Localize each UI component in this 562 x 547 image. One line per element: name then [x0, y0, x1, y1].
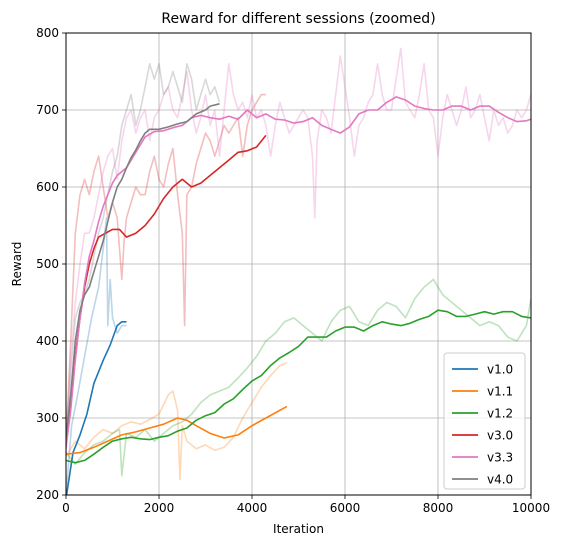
series-v1-2-raw-line [66, 278, 531, 477]
y-axis-label: Reward [10, 242, 24, 287]
legend-box [443, 352, 526, 490]
smoothed-series-lines [66, 96, 531, 495]
y-tick-label: 400 [36, 334, 59, 348]
y-tick-label: 200 [36, 488, 59, 502]
legend-label-v3-0: v3.0 [487, 429, 513, 443]
legend: v1.0 v1.1 v1.2 v3.0 v3.3 v4.0 [443, 352, 526, 490]
y-tick-label: 500 [36, 257, 59, 271]
x-tick-label: 4000 [237, 501, 268, 515]
series-v4-0-raw-line [66, 62, 221, 442]
legend-label-v1-2: v1.2 [487, 407, 513, 421]
series-v1-2-line [66, 309, 531, 464]
series-v1-1-raw-line [66, 361, 288, 481]
legend-label-v1-1: v1.1 [487, 385, 513, 399]
x-tick-label: 0 [62, 501, 70, 515]
legend-label-v1-0: v1.0 [487, 363, 513, 377]
series-v1-1-line [66, 405, 288, 455]
y-tick-label: 700 [36, 103, 59, 117]
series-v1-0-line [66, 320, 127, 495]
y-axis-ticks: 200 300 400 500 600 700 800 [36, 26, 66, 502]
x-axis-ticks: 0 2000 4000 6000 8000 10000 [62, 495, 550, 515]
series-v3-0-raw-line [66, 93, 266, 442]
series-v3-3-raw-line [66, 47, 531, 457]
y-tick-label: 800 [36, 26, 59, 40]
series-v4-0-line [66, 103, 220, 438]
x-tick-label: 10000 [512, 501, 550, 515]
x-axis-label: Iteration [273, 522, 324, 536]
series-v3-0-line [66, 134, 267, 445]
x-tick-label: 8000 [423, 501, 454, 515]
legend-label-v3-3: v3.3 [487, 451, 513, 465]
x-tick-label: 6000 [330, 501, 361, 515]
gridlines [65, 32, 532, 496]
y-tick-label: 300 [36, 411, 59, 425]
chart-title: Reward for different sessions (zoomed) [161, 11, 435, 27]
y-tick-label: 600 [36, 180, 59, 194]
legend-label-v4-0: v4.0 [487, 473, 513, 487]
x-tick-label: 2000 [144, 501, 175, 515]
series-v3-3-line [66, 96, 531, 448]
